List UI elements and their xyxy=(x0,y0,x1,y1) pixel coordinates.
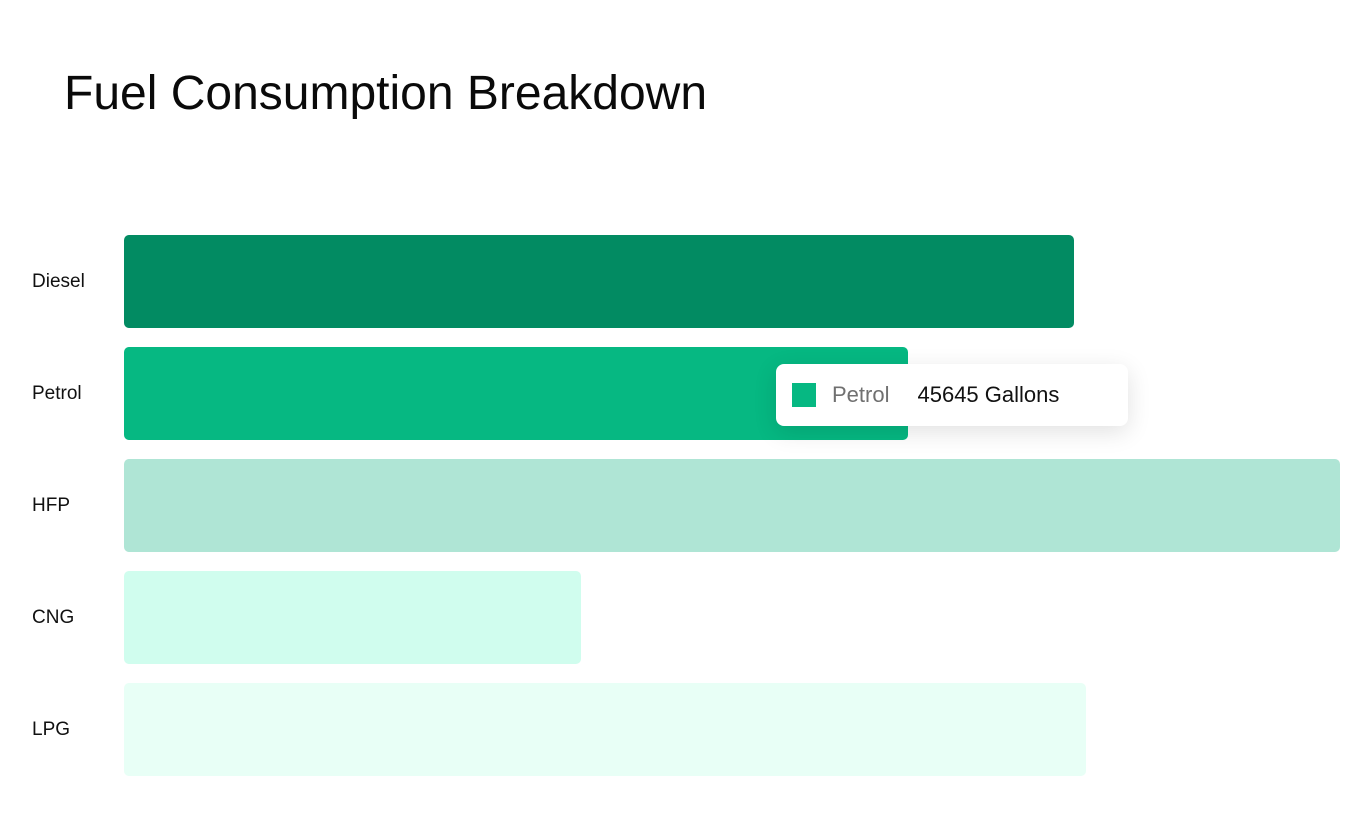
category-label: Petrol xyxy=(32,382,82,404)
bar-lpg[interactable] xyxy=(124,683,1086,776)
tooltip-swatch xyxy=(792,383,816,407)
category-label: Diesel xyxy=(32,270,85,292)
category-label: LPG xyxy=(32,718,71,740)
tooltip-value: 45645 Gallons xyxy=(917,382,1060,407)
bar-tooltip: Petrol 45645 Gallons xyxy=(776,364,1128,426)
chart-title: Fuel Consumption Breakdown xyxy=(64,67,708,120)
bar-diesel[interactable] xyxy=(124,235,1074,328)
bar-cng[interactable] xyxy=(124,571,581,664)
bar-hfp[interactable] xyxy=(124,459,1340,552)
tooltip-series-label: Petrol xyxy=(832,382,890,407)
category-label: HFP xyxy=(32,494,70,516)
category-label: CNG xyxy=(32,606,75,628)
